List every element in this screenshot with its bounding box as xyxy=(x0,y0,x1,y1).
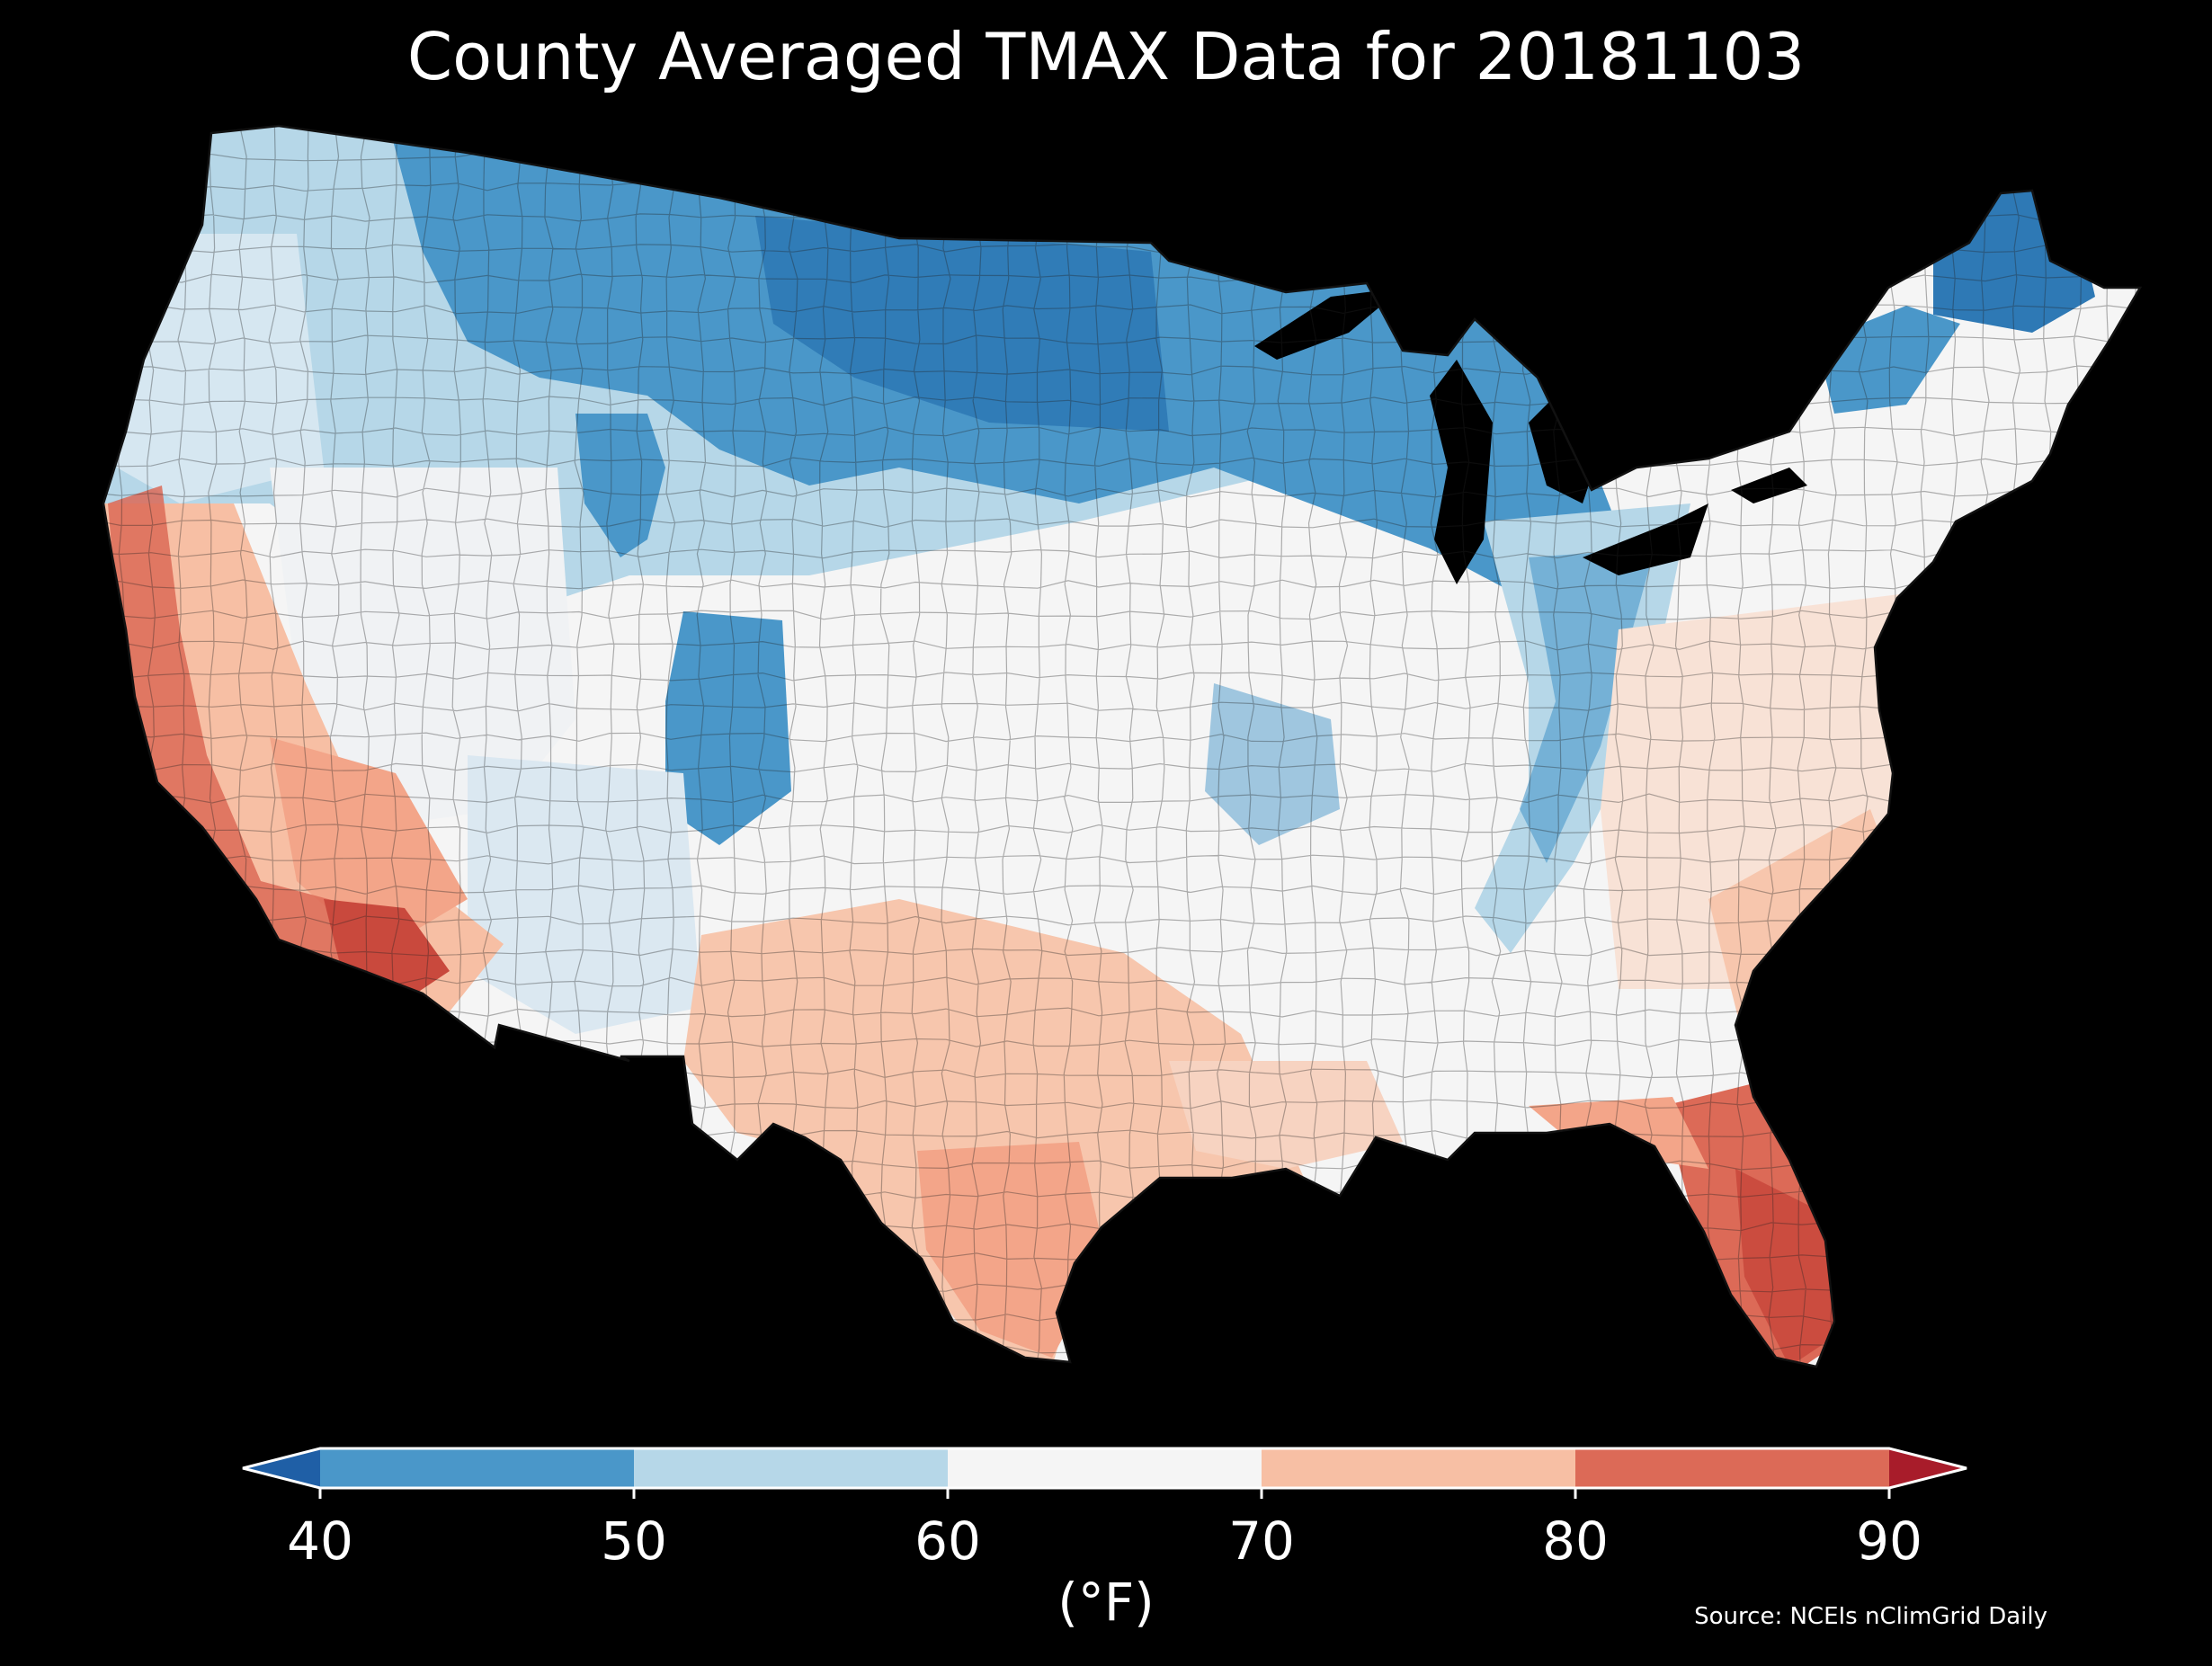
colorbar-extend-low xyxy=(243,1448,320,1488)
page-title: County Averaged TMAX Data for 20181103 xyxy=(406,19,1806,94)
colorbar-extend-high xyxy=(1889,1448,1967,1488)
colorbar-tick-label: 80 xyxy=(1542,1510,1609,1572)
us-outline xyxy=(102,124,2143,1368)
colorbar-bin xyxy=(948,1448,1262,1488)
colorbar-tick-label: 70 xyxy=(1228,1510,1295,1572)
great-lakes xyxy=(1254,288,1807,584)
colorbar-bin xyxy=(320,1448,635,1488)
colorbar-label: (°F) xyxy=(1057,1572,1155,1633)
colorbar-tick-label: 50 xyxy=(601,1510,667,1572)
colorbar-bin xyxy=(1575,1448,1890,1488)
colorbar-bin xyxy=(1262,1448,1576,1488)
colorbar-tick-label: 40 xyxy=(287,1510,353,1572)
colorbar-bin xyxy=(634,1448,949,1488)
colorbar-tick-label: 90 xyxy=(1856,1510,1922,1572)
source-note: Source: NCEIs nClimGrid Daily xyxy=(1694,1603,2047,1630)
colorbar-tick-label: 60 xyxy=(914,1510,981,1572)
